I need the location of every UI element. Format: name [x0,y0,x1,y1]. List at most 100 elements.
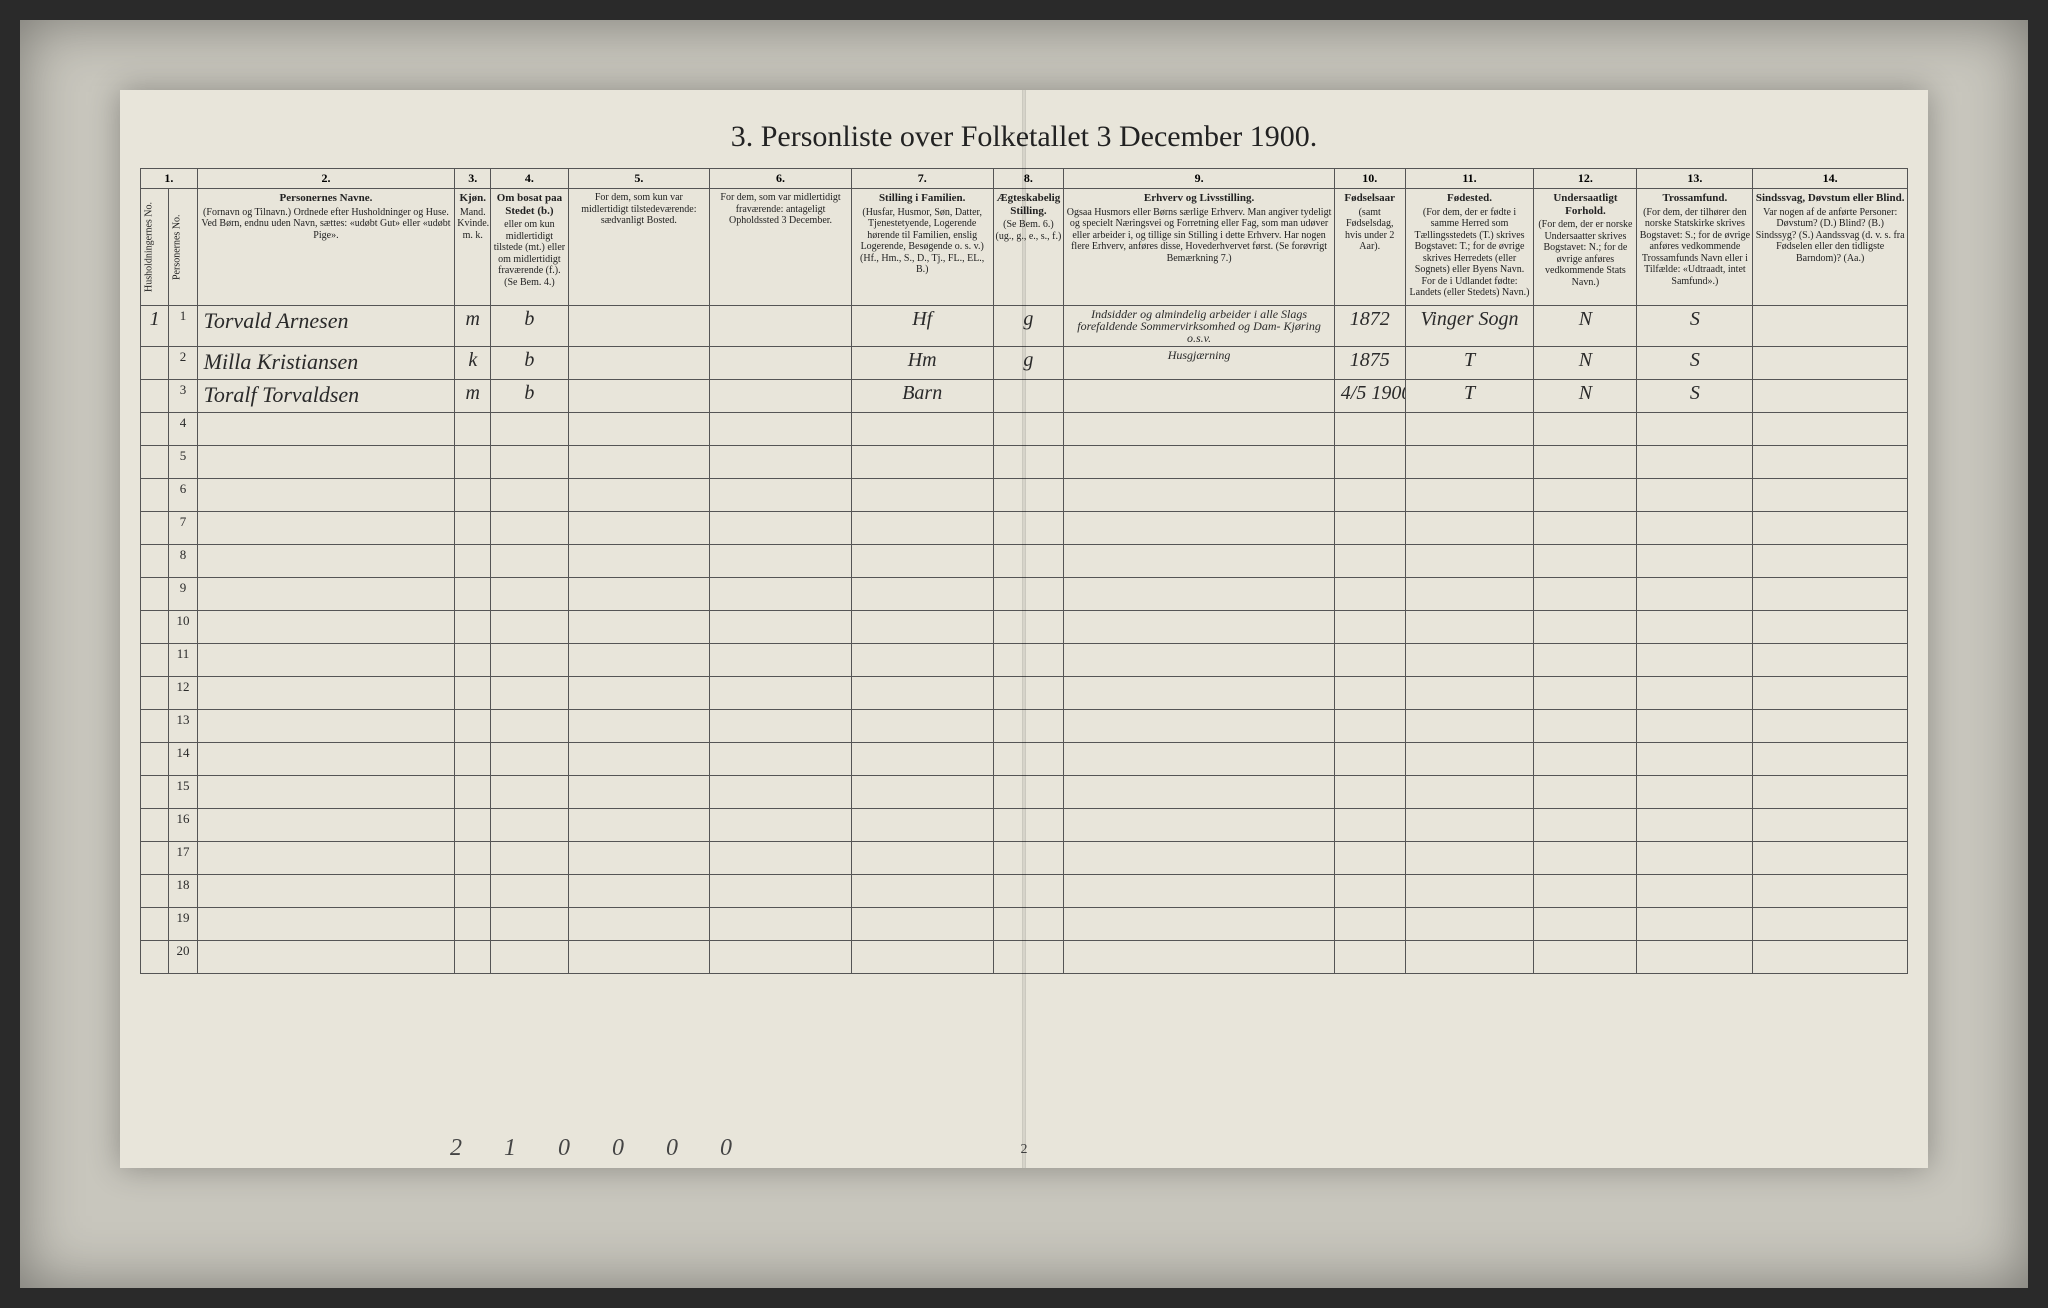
cell-name [197,512,455,545]
cell-pno: 2 [169,347,197,380]
cell-marital [993,776,1064,809]
cell-pno: 8 [169,545,197,578]
cell-temp [568,908,710,941]
cell-temp [568,743,710,776]
cell-marital: g [993,306,1064,347]
cell-presence [491,710,568,743]
hdr-name: Personernes Navne.(Fornavn og Tilnavn.) … [197,189,455,306]
cell-religion [1637,545,1753,578]
cell-family [851,413,993,446]
cell-sex [455,743,491,776]
cell-religion [1637,776,1753,809]
cell-nationality [1534,644,1637,677]
cell-temp [568,446,710,479]
cell-sex [455,578,491,611]
cell-occupation [1064,479,1334,512]
cell-absent [710,842,852,875]
cell-pno: 17 [169,842,197,875]
cell-nationality [1534,842,1637,875]
cell-religion [1637,479,1753,512]
cell-religion [1637,710,1753,743]
cell-religion: S [1637,380,1753,413]
cell-name [197,479,455,512]
cell-temp [568,677,710,710]
cell-presence [491,644,568,677]
hdr-pno: Personernes No. [169,189,197,306]
cell-name [197,677,455,710]
cell-disability [1753,611,1908,644]
colnum-11: 11. [1405,169,1534,189]
cell-presence [491,941,568,974]
cell-marital [993,908,1064,941]
cell-presence [491,743,568,776]
cell-temp [568,611,710,644]
cell-sex [455,545,491,578]
cell-family [851,677,993,710]
cell-religion: S [1637,306,1753,347]
cell-birthyear [1334,446,1405,479]
cell-disability [1753,743,1908,776]
cell-hhno: 1 [141,306,169,347]
cell-family [851,809,993,842]
cell-temp [568,875,710,908]
cell-absent [710,809,852,842]
cell-hhno [141,743,169,776]
cell-occupation [1064,446,1334,479]
cell-marital [993,875,1064,908]
cell-sex [455,446,491,479]
cell-presence [491,776,568,809]
cell-nationality [1534,479,1637,512]
cell-religion: S [1637,347,1753,380]
cell-marital [993,545,1064,578]
cell-hhno [141,710,169,743]
cell-nationality [1534,743,1637,776]
cell-birthplace [1405,710,1534,743]
cell-disability [1753,545,1908,578]
cell-birthyear [1334,512,1405,545]
cell-birthyear [1334,743,1405,776]
hdr-absent: For dem, som var midlertidigt fraværende… [710,189,852,306]
cell-disability [1753,941,1908,974]
cell-marital [993,578,1064,611]
cell-birthplace [1405,776,1534,809]
cell-disability [1753,512,1908,545]
cell-pno: 20 [169,941,197,974]
cell-absent [710,545,852,578]
cell-absent [710,578,852,611]
cell-pno: 14 [169,743,197,776]
cell-family: Hm [851,347,993,380]
cell-marital [993,479,1064,512]
cell-disability [1753,446,1908,479]
cell-religion [1637,875,1753,908]
cell-temp [568,413,710,446]
cell-name [197,578,455,611]
cell-hhno [141,941,169,974]
cell-sex: m [455,306,491,347]
cell-occupation [1064,875,1334,908]
cell-birthyear [1334,776,1405,809]
cell-sex [455,413,491,446]
cell-birthplace [1405,809,1534,842]
colnum-1: 1. [141,169,198,189]
cell-name [197,644,455,677]
cell-occupation [1064,380,1334,413]
cell-occupation: Indsidder og almindelig arbeider i alle … [1064,306,1334,347]
hdr-sex: Kjøn.Mand. Kvinde. m. k. [455,189,491,306]
cell-birthyear [1334,479,1405,512]
cell-family [851,611,993,644]
cell-birthyear [1334,842,1405,875]
cell-family [851,512,993,545]
cell-occupation [1064,941,1334,974]
cell-name [197,545,455,578]
cell-pno: 7 [169,512,197,545]
cell-nationality [1534,578,1637,611]
cell-birthyear: 4/5 1900 [1334,380,1405,413]
cell-disability [1753,875,1908,908]
cell-name: Torvald Arnesen [197,306,455,347]
cell-disability [1753,479,1908,512]
cell-nationality [1534,413,1637,446]
cell-temp [568,941,710,974]
cell-pno: 18 [169,875,197,908]
cell-presence [491,479,568,512]
cell-occupation [1064,743,1334,776]
